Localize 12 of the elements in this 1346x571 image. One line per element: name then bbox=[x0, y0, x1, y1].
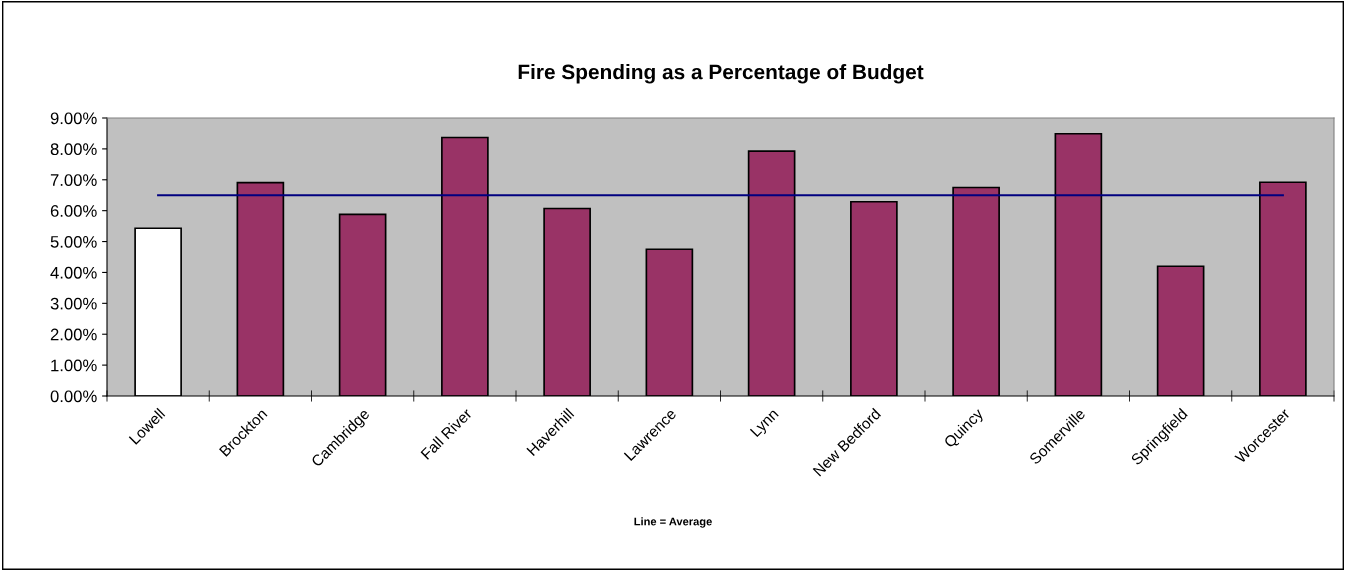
y-tick-label: 3.00% bbox=[50, 297, 97, 310]
y-tick-label: 0.00% bbox=[50, 390, 97, 403]
y-tick-label: 2.00% bbox=[50, 328, 97, 341]
y-tick-label: 9.00% bbox=[50, 112, 97, 125]
y-tick-label: 8.00% bbox=[50, 143, 97, 156]
y-tick-label: 5.00% bbox=[50, 235, 97, 248]
y-tick-label: 4.00% bbox=[50, 266, 97, 279]
y-tick-label: 7.00% bbox=[50, 174, 97, 186]
chart-title: Fire Spending as a Percentage of Budget bbox=[518, 64, 924, 84]
y-tick-label: 1.00% bbox=[51, 359, 97, 372]
y-tick-label: 6.00% bbox=[50, 205, 97, 217]
text: Line = Average bbox=[634, 517, 712, 528]
